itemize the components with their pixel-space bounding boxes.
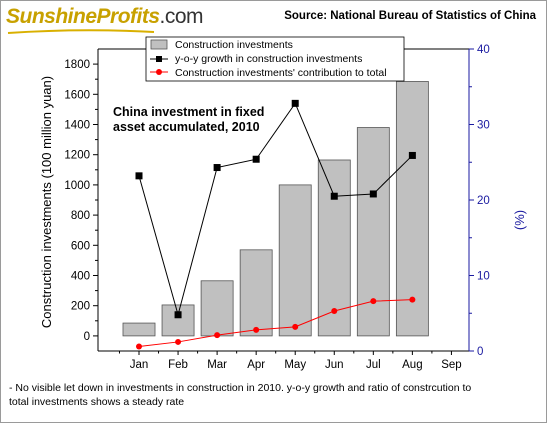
growth-point-jul [369, 190, 377, 198]
right-tick-label-10: 10 [477, 271, 490, 283]
left-tick-label-1000: 1000 [64, 180, 90, 192]
growth-point-aug [408, 151, 416, 159]
lines-group [135, 99, 416, 350]
contribution-point-jan [136, 343, 143, 350]
bar-may [278, 184, 312, 337]
legend-box [145, 36, 405, 82]
chart-legend: Construction investments y-o-y growth in… [145, 36, 405, 82]
x-tick-label-feb: Feb [168, 359, 188, 371]
growth-point-may [291, 99, 299, 107]
contribution-point-mar [214, 332, 221, 339]
contribution-point-may [292, 323, 299, 330]
axes-group: 0 200 400 600 800 1000 1200 1400 1600 1800 0 10 20 30… [64, 44, 489, 371]
contribution-line [138, 299, 413, 347]
x-tick-label-may: May [284, 359, 306, 371]
left-tick-label-1800: 1800 [64, 59, 90, 71]
left-tick-label-1400: 1400 [64, 120, 90, 132]
legend-entry-growth: y-o-y growth in construction investments [175, 53, 362, 65]
left-axis-label: Construction investments (100 million yu… [39, 76, 54, 328]
x-tick-label-jul: Jul [366, 359, 381, 371]
contribution-point-feb [175, 338, 182, 345]
bar-aug [395, 81, 429, 337]
growth-line [138, 102, 413, 317]
left-tick-label-1600: 1600 [64, 89, 90, 101]
contribution-point-jun [331, 307, 338, 314]
bars-group [122, 81, 429, 337]
bar-jun [317, 159, 351, 337]
right-tick-label-20: 20 [477, 195, 490, 207]
legend-swatch-contribution-marker [156, 69, 162, 75]
growth-point-mar [213, 164, 221, 172]
footnote: - No visible let down in investments in … [9, 382, 472, 408]
left-tick-label-600: 600 [71, 240, 90, 252]
source-note: Source: National Bureau of Statistics of… [284, 10, 536, 22]
growth-point-jun [330, 192, 338, 200]
bar-jul [356, 127, 390, 337]
left-tick-label-200: 200 [71, 301, 90, 313]
right-tick-label-30: 30 [477, 120, 490, 132]
logo-swoosh-icon [7, 29, 155, 34]
x-tick-label-jun: Jun [325, 359, 344, 371]
chart-annotation-line1: China investment in fixed [113, 105, 264, 119]
right-tick-label-0: 0 [477, 346, 483, 358]
contribution-point-jul [370, 298, 377, 305]
x-tick-label-sep: Sep [441, 359, 461, 371]
legend-entry-bars: Construction investments [175, 39, 293, 51]
growth-point-apr [252, 155, 260, 163]
right-axis-label: (%) [512, 210, 527, 230]
contribution-point-apr [253, 326, 260, 333]
left-tick-label-800: 800 [71, 210, 90, 222]
growth-point-jan [135, 172, 143, 180]
legend-entry-contribution: Construction investments' contribution t… [175, 67, 387, 79]
chart-annotation-line2: asset accumulated, 2010 [113, 120, 260, 134]
left-tick-label-0: 0 [84, 331, 90, 343]
contribution-point-aug [409, 296, 416, 303]
x-tick-label-mar: Mar [207, 359, 227, 371]
bar-mar [200, 280, 234, 337]
x-tick-label-apr: Apr [247, 359, 265, 371]
bar-jan [122, 322, 156, 337]
right-tick-label-40: 40 [477, 44, 490, 56]
legend-swatch-growth-marker [156, 56, 162, 62]
bar-apr [239, 249, 273, 337]
sunshine-profits-logo: SunshineProfits.com [6, 5, 204, 28]
legend-swatch-bar [150, 39, 168, 50]
left-tick-label-1200: 1200 [64, 150, 90, 162]
growth-point-feb [174, 311, 182, 319]
bar-feb [161, 304, 195, 337]
x-tick-label-jan: Jan [130, 359, 149, 371]
left-tick-label-400: 400 [71, 271, 90, 283]
x-tick-label-aug: Aug [402, 359, 422, 371]
